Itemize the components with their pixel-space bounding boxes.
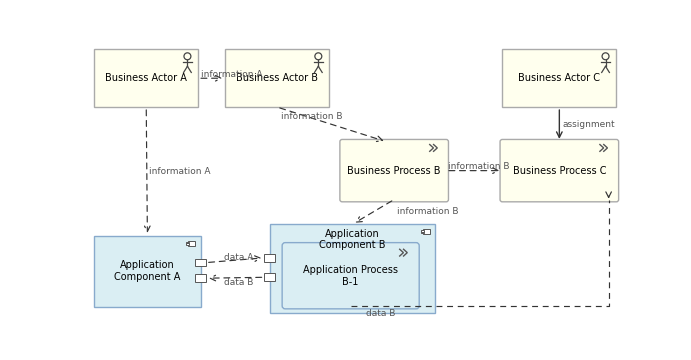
Bar bbox=[188, 241, 195, 246]
FancyBboxPatch shape bbox=[269, 224, 435, 313]
Text: information B: information B bbox=[448, 162, 510, 171]
Text: Business Process C: Business Process C bbox=[513, 166, 606, 176]
Text: Application Process
B-1: Application Process B-1 bbox=[303, 265, 398, 287]
Bar bbox=[423, 229, 430, 234]
Bar bbox=[265, 274, 275, 281]
Bar bbox=[421, 232, 424, 233]
Bar bbox=[195, 259, 206, 266]
Text: data B: data B bbox=[225, 278, 254, 287]
Bar bbox=[421, 230, 424, 232]
FancyBboxPatch shape bbox=[502, 49, 616, 107]
Text: Business Actor A: Business Actor A bbox=[105, 73, 187, 83]
Bar bbox=[187, 243, 189, 245]
Text: data A: data A bbox=[225, 253, 254, 262]
FancyBboxPatch shape bbox=[94, 49, 198, 107]
FancyBboxPatch shape bbox=[94, 236, 200, 307]
Bar bbox=[187, 242, 189, 243]
Bar bbox=[195, 274, 206, 282]
Text: information B: information B bbox=[397, 207, 459, 216]
Text: information A: information A bbox=[201, 70, 263, 79]
Text: information A: information A bbox=[149, 167, 211, 176]
Text: data B: data B bbox=[366, 309, 395, 318]
FancyBboxPatch shape bbox=[282, 243, 419, 309]
Bar bbox=[265, 254, 275, 262]
Text: Business Actor C: Business Actor C bbox=[518, 73, 600, 83]
Text: assignment: assignment bbox=[562, 120, 615, 129]
FancyBboxPatch shape bbox=[340, 139, 448, 202]
Text: Business Actor B: Business Actor B bbox=[236, 73, 318, 83]
Text: information B: information B bbox=[281, 112, 343, 121]
Text: Business Process B: Business Process B bbox=[348, 166, 441, 176]
Text: Application
Component B: Application Component B bbox=[319, 229, 386, 250]
Text: Application
Component A: Application Component A bbox=[114, 260, 180, 282]
FancyBboxPatch shape bbox=[500, 139, 618, 202]
FancyBboxPatch shape bbox=[225, 49, 329, 107]
